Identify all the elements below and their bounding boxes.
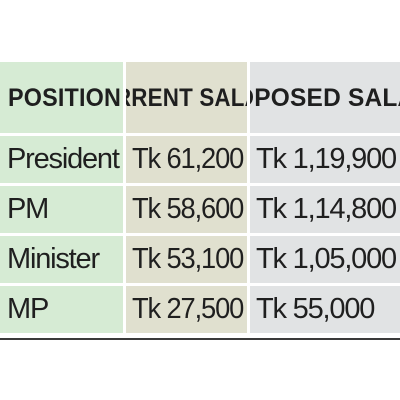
header-current-salary: CURRENT SALARY	[126, 62, 250, 136]
header-position-label: POSITION	[8, 83, 122, 112]
header-position: POSITION	[0, 62, 126, 136]
row-pm-position: PM	[0, 186, 126, 236]
row-pm-proposed: Tk 1,14,800	[250, 186, 400, 236]
salary-grid: POSITION CURRENT SALARY PROPOSED SALARY …	[0, 62, 400, 336]
header-proposed-line1: PROPOSED	[250, 83, 342, 112]
row-minister-current: Tk 53,100	[126, 236, 250, 286]
row-mp-position: MP	[0, 286, 126, 336]
row-mp-current: Tk 27,500	[126, 286, 250, 336]
row-pm-current: Tk 58,600	[126, 186, 250, 236]
row-president-position: President	[0, 136, 126, 186]
row-minister-proposed: Tk 1,05,000	[250, 236, 400, 286]
header-proposed-salary: PROPOSED SALARY	[250, 62, 400, 136]
header-proposed-line2: SALARY	[348, 83, 400, 112]
header-current-line1: CURRENT	[126, 83, 193, 112]
row-president-proposed: Tk 1,19,900	[250, 136, 400, 186]
row-president-current: Tk 61,200	[126, 136, 250, 186]
salary-table: POSITION CURRENT SALARY PROPOSED SALARY …	[0, 62, 400, 340]
row-mp-proposed: Tk 55,000	[250, 286, 400, 336]
header-current-line2: SALARY	[198, 83, 247, 112]
row-minister-position: Minister	[0, 236, 126, 286]
